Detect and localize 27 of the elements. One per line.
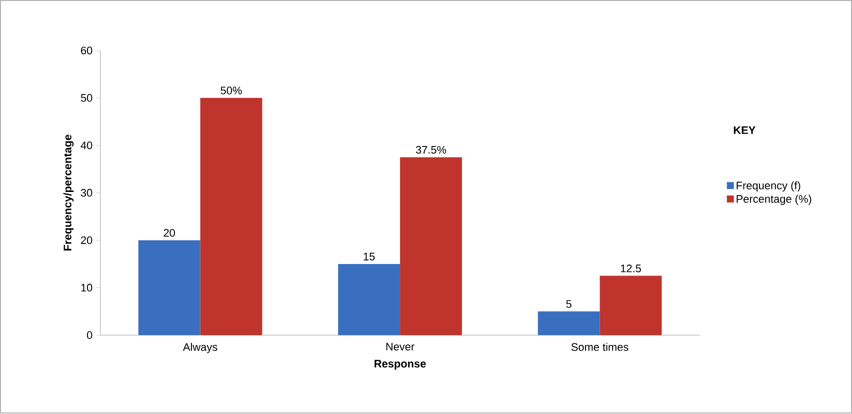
x-tick-label: Never: [386, 343, 414, 351]
y-tick-label: 10: [81, 284, 92, 292]
bar: [338, 264, 400, 336]
bar: [400, 157, 462, 336]
x-tick-label: Some times: [571, 343, 628, 352]
legend-label: Percentage (%): [736, 195, 812, 206]
x-tick-label: Always: [182, 343, 218, 354]
data-label: 12.5: [620, 264, 641, 273]
y-tick-label: 50: [80, 94, 92, 102]
y-tick-label: 60: [81, 46, 92, 55]
data-label: 50%: [220, 86, 242, 95]
bar: [600, 276, 662, 336]
y-axis-title: Frequency/percentage: [63, 134, 74, 251]
y-tick-label: 0: [86, 331, 92, 340]
y-tick-label: 40: [80, 142, 92, 150]
data-label: 15: [364, 253, 375, 261]
data-label: 20: [164, 229, 175, 237]
legend-label: Frequency (f): [736, 182, 800, 192]
bar: [138, 240, 200, 336]
bar: [200, 98, 262, 336]
x-axis-title: Response: [374, 360, 426, 370]
data-label: 5: [566, 300, 572, 308]
y-tick-label: 30: [80, 189, 92, 197]
bar: [538, 312, 600, 336]
legend-title: KEY: [734, 126, 756, 134]
y-tick-label: 20: [80, 236, 92, 244]
data-label: 37.5%: [416, 146, 446, 154]
